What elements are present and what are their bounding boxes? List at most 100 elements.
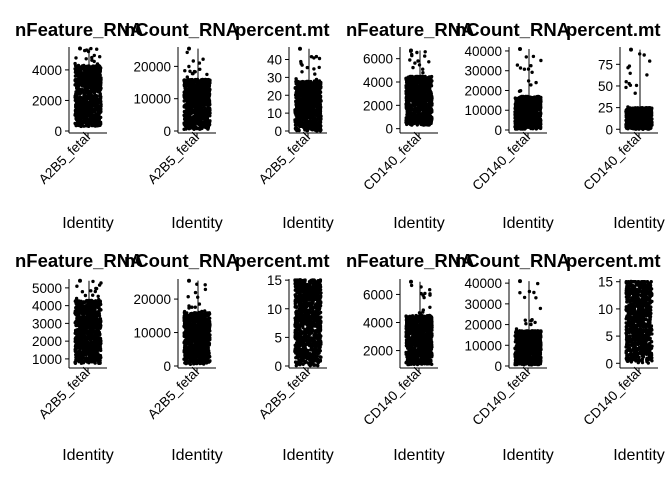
data-point — [307, 87, 311, 91]
data-point — [312, 99, 316, 104]
data-point — [648, 59, 652, 63]
data-point — [86, 108, 90, 113]
data-point — [203, 97, 207, 101]
data-point — [529, 102, 533, 107]
data-point — [75, 90, 79, 95]
data-point — [84, 96, 89, 100]
data-point — [316, 109, 321, 113]
data-point — [305, 128, 309, 133]
data-point — [302, 80, 306, 85]
points-group — [513, 47, 543, 131]
data-point — [84, 120, 89, 125]
data-point — [92, 77, 96, 82]
data-point — [531, 54, 536, 59]
data-point — [524, 55, 528, 59]
data-point — [319, 80, 323, 85]
data-point — [74, 99, 79, 104]
data-point — [94, 71, 98, 76]
data-point — [91, 94, 95, 99]
data-point — [628, 83, 633, 88]
data-point — [99, 83, 103, 87]
x-axis-title: Identity — [171, 215, 223, 232]
data-point — [293, 123, 298, 127]
data-point — [185, 50, 189, 55]
data-point — [78, 122, 83, 126]
data-point — [188, 87, 193, 92]
data-point — [305, 96, 310, 101]
data-point — [315, 88, 319, 92]
data-point — [83, 77, 88, 82]
data-point — [183, 69, 187, 73]
panel-title: percent.mt — [235, 19, 330, 40]
data-point — [311, 102, 315, 107]
data-point — [312, 67, 316, 71]
data-point — [315, 100, 319, 104]
data-point — [528, 97, 533, 101]
data-point — [186, 110, 190, 115]
data-point — [85, 64, 89, 69]
data-point — [423, 50, 427, 54]
data-point — [405, 88, 409, 92]
data-point — [407, 84, 411, 89]
data-point — [84, 91, 88, 95]
panel-title: nCount_RNA — [455, 19, 570, 40]
data-point — [300, 93, 304, 97]
data-point — [518, 117, 522, 122]
data-point — [430, 117, 434, 121]
x-axis-title: Identity — [502, 215, 554, 232]
data-point — [538, 108, 542, 112]
data-point — [312, 86, 316, 91]
data-point — [425, 120, 429, 124]
data-point — [407, 80, 411, 85]
data-point — [88, 81, 92, 86]
data-point — [408, 58, 412, 62]
data-point — [90, 113, 94, 117]
data-point — [645, 73, 649, 77]
data-point — [524, 126, 528, 130]
data-point — [188, 69, 192, 74]
data-point — [199, 94, 203, 99]
data-point — [198, 107, 202, 112]
data-point — [197, 126, 201, 130]
data-point — [314, 118, 319, 122]
data-point — [414, 87, 418, 91]
data-point — [99, 86, 103, 90]
data-point — [518, 89, 523, 93]
data-point — [76, 77, 80, 82]
data-point — [419, 121, 423, 125]
data-point — [192, 123, 197, 127]
data-point — [93, 115, 97, 119]
data-point — [189, 116, 193, 120]
data-point — [82, 96, 86, 100]
data-point — [88, 90, 92, 94]
data-point — [98, 107, 103, 112]
data-point — [634, 83, 639, 88]
data-point — [98, 55, 102, 59]
data-point — [535, 122, 539, 127]
data-point — [423, 74, 427, 79]
data-point — [538, 112, 542, 116]
data-point — [524, 95, 528, 100]
data-point — [186, 125, 190, 130]
data-point — [317, 114, 322, 118]
data-point — [75, 84, 79, 88]
data-point — [76, 72, 81, 77]
data-point — [90, 107, 94, 111]
data-point — [633, 91, 637, 95]
data-point — [184, 98, 188, 102]
y-tick-label: 0 — [494, 123, 502, 138]
data-point — [93, 124, 98, 128]
data-point — [314, 54, 319, 59]
data-point — [84, 48, 89, 52]
data-point — [421, 71, 425, 75]
data-point — [305, 65, 309, 70]
data-point — [406, 121, 410, 125]
data-point — [423, 77, 427, 82]
data-point — [294, 90, 299, 94]
panel-title: nFeature_RNA — [15, 19, 144, 40]
data-point — [74, 80, 79, 85]
data-point — [76, 88, 80, 92]
data-point — [423, 93, 427, 97]
data-point — [302, 97, 306, 102]
